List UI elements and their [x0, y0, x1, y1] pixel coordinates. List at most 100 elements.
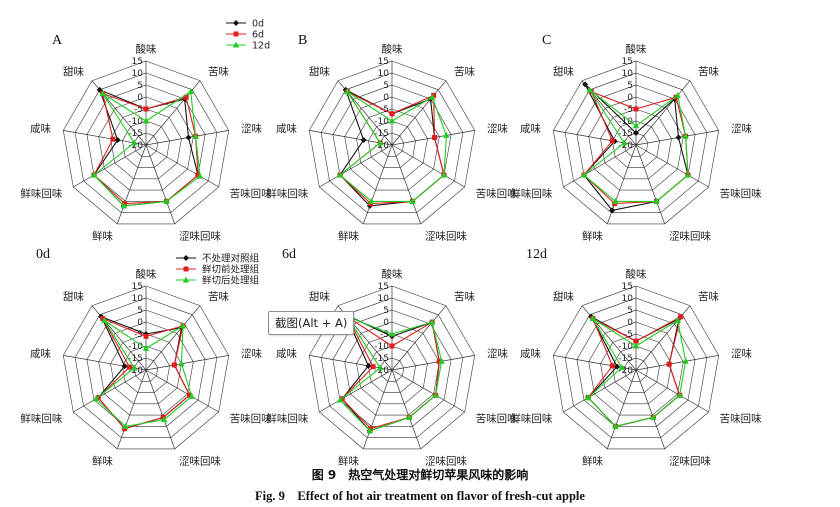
panel-label: A	[52, 33, 63, 48]
data-point	[676, 391, 683, 398]
data-point	[653, 197, 660, 204]
axis-spoke	[319, 144, 393, 188]
grid-ring	[98, 321, 194, 416]
data-point	[179, 322, 187, 329]
data-point	[389, 111, 395, 117]
axis-label: 鲜味回味	[266, 412, 308, 425]
data-point	[388, 117, 396, 124]
legend-marker	[183, 255, 189, 261]
data-point	[612, 422, 619, 429]
tick-label: -5	[134, 330, 143, 340]
data-point	[344, 88, 351, 95]
grid-ring	[588, 96, 684, 191]
data-point	[366, 427, 374, 434]
data-point	[114, 136, 121, 143]
tick-label: 0	[137, 93, 143, 103]
axis-label: 苦味回味	[476, 187, 518, 200]
grid-ring	[564, 72, 708, 213]
series-line	[93, 92, 199, 205]
axis-label: 咸味	[30, 348, 51, 360]
grid-ring	[356, 108, 428, 180]
tick-label: -5	[624, 330, 633, 340]
grid-ring	[133, 357, 159, 382]
panel-label: 0d	[36, 247, 50, 262]
tick-label: 15	[378, 57, 389, 67]
data-point	[682, 132, 689, 139]
axis-label: 苦味回味	[720, 412, 762, 425]
data-point	[120, 202, 128, 209]
data-point	[368, 426, 374, 432]
grid-ring	[74, 72, 218, 213]
axis-label: 苦味	[208, 65, 229, 78]
data-point	[609, 138, 615, 144]
data-point	[376, 139, 384, 146]
tick-label: -20	[374, 366, 389, 376]
axis-label: 苦味	[698, 65, 719, 78]
axis-label: 鲜味	[92, 230, 113, 243]
tick-label: 0	[137, 318, 143, 328]
series-2	[90, 88, 204, 209]
data-point	[609, 207, 616, 214]
data-point	[368, 197, 375, 204]
tick-label: 10	[622, 69, 634, 79]
data-point	[674, 91, 681, 98]
axis-label: 鲜味回味	[266, 187, 308, 200]
panel-label: B	[298, 33, 307, 48]
tick-label: -5	[380, 330, 389, 340]
axis-spoke	[606, 369, 637, 450]
axis-label: 涩味	[241, 348, 262, 360]
axis-spoke	[563, 144, 637, 188]
axis-spoke	[635, 355, 719, 371]
axis-label: 酸味	[136, 43, 157, 56]
figure-caption-english: Fig. 9 Effect of hot air treatment on fl…	[255, 489, 585, 503]
data-point	[436, 359, 442, 365]
data-point	[633, 130, 639, 136]
data-point	[586, 86, 593, 93]
axis-spoke	[145, 369, 176, 450]
tick-label: -10	[128, 342, 143, 352]
data-point	[582, 81, 589, 88]
tick-label: -20	[618, 141, 633, 151]
tick-label: 10	[132, 69, 144, 79]
grid-ring	[576, 309, 696, 427]
grid-ring	[74, 297, 218, 439]
axis-spoke	[362, 144, 393, 225]
axis-label: 苦味	[454, 65, 475, 78]
data-point	[589, 315, 597, 322]
data-point	[406, 413, 413, 420]
tick-label: -20	[374, 141, 389, 151]
grid-ring	[308, 60, 476, 225]
panel-label: C	[542, 33, 551, 48]
axis-spoke	[73, 369, 147, 413]
axis-label: 涩味回味	[669, 231, 711, 243]
axis-label: 咸味	[520, 348, 541, 360]
data-point	[620, 139, 628, 146]
data-point	[121, 363, 128, 370]
axis-spoke	[63, 130, 147, 146]
series-2	[336, 88, 450, 204]
tick-label: 10	[378, 69, 390, 79]
data-point	[674, 316, 681, 323]
axis-label: 涩味回味	[425, 456, 467, 468]
grid-ring	[86, 84, 206, 202]
data-point	[90, 171, 98, 178]
data-point	[130, 139, 138, 146]
axis-spoke	[63, 355, 147, 371]
data-point	[187, 88, 194, 95]
data-point	[100, 316, 106, 322]
series-line	[93, 90, 201, 207]
data-point	[130, 364, 138, 371]
series-line	[583, 90, 689, 205]
legend-label: 鲜切前处理组	[202, 264, 260, 276]
tick-label: 15	[622, 57, 633, 67]
axis-label: 甜味	[309, 65, 330, 78]
data-point	[428, 93, 436, 100]
tick-label: -5	[624, 105, 633, 115]
tick-label: 5	[137, 306, 143, 316]
data-point	[675, 134, 682, 141]
grid-ring	[379, 132, 405, 157]
series-1	[581, 89, 691, 207]
